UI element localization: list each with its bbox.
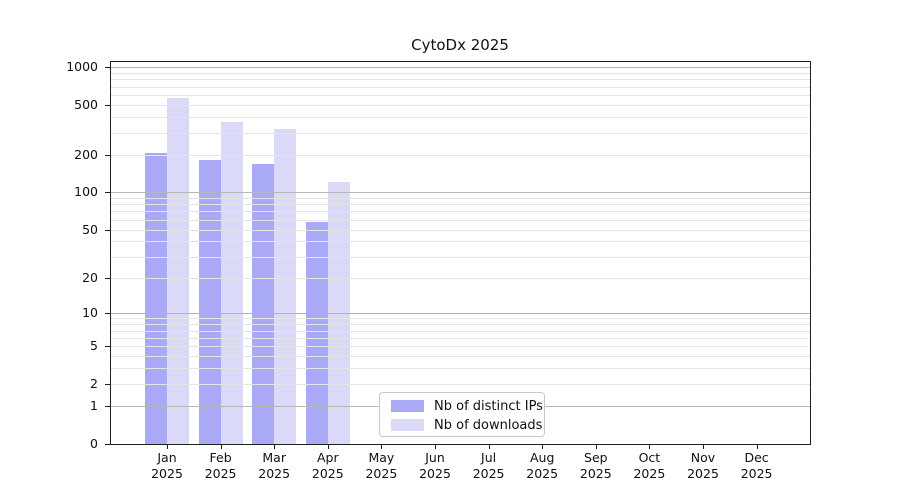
y-tick-mark-5 [105,346,110,348]
bar-distinct-ips-feb [198,160,221,444]
x-tick-mark-sep [595,445,597,449]
y-tick-mark-2 [105,384,110,386]
gridline-7 [110,330,810,332]
y-tick-label-200: 200 [74,146,98,162]
x-tick-mark-may [381,445,383,449]
x-tick-mark-feb [220,445,222,449]
gridline-70 [110,211,810,213]
x-tick-label-jul: Jul 2025 [472,450,505,481]
x-tick-label-sep: Sep 2025 [579,450,612,481]
gridline-9 [110,318,810,320]
legend-label-downloads: Nb of downloads [434,417,543,433]
top-spine [110,61,811,62]
x-tick-mark-oct [649,445,651,449]
y-tick-label-50: 50 [82,221,98,237]
y-tick-label-20: 20 [82,269,98,285]
x-tick-mark-dec [756,445,758,449]
x-tick-mark-jan [167,445,168,449]
gridline-100 [110,192,810,194]
left-spine [110,61,111,445]
x-tick-label-nov: Nov 2025 [687,450,719,481]
gridline-300 [110,132,810,134]
chart-title: CytoDx 2025 [411,36,509,54]
legend-swatch-downloads [391,419,424,431]
gridline-60 [110,219,810,221]
y-tick-mark-0 [105,444,110,445]
right-spine [810,61,811,445]
gridline-80 [110,204,810,206]
y-tick-label-0: 0 [90,436,98,451]
y-tick-mark-200 [105,154,110,156]
x-tick-mark-nov [703,445,704,449]
gridline-4 [110,356,810,358]
gridline-700 [110,86,810,88]
gridline-200 [110,154,810,156]
gridline-600 [110,94,810,96]
x-tick-mark-apr [327,445,329,449]
y-tick-mark-50 [105,229,110,231]
y-tick-mark-1 [105,406,110,408]
y-tick-label-5: 5 [90,338,98,354]
x-tick-label-oct: Oct 2025 [633,450,666,481]
bar-downloads-jan [167,98,189,444]
gridline-50 [110,229,810,231]
legend-label-distinct-ips: Nb of distinct IPs [434,398,543,414]
bar-downloads-feb [220,122,243,444]
legend: Nb of distinct IPs Nb of downloads [379,392,545,437]
y-tick-mark-1000 [105,67,110,69]
y-tick-mark-10 [105,313,110,315]
gridline-1000 [110,67,810,69]
x-tick-mark-jun [435,445,436,449]
x-tick-label-dec: Dec 2025 [740,450,773,481]
gridline-30 [110,256,810,258]
bar-distinct-ips-mar [252,164,275,444]
y-tick-label-1: 1 [90,398,98,414]
gridline-400 [110,117,810,118]
x-tick-label-jan: Jan 2025 [151,450,183,481]
y-tick-label-500: 500 [74,96,98,112]
x-tick-label-jun: Jun 2025 [419,450,451,481]
bar-distinct-ips-apr [305,221,328,444]
legend-swatch-distinct-ips [391,400,424,412]
x-tick-label-may: May 2025 [365,450,398,481]
bar-distinct-ips-jan [145,153,167,444]
x-tick-mark-aug [542,445,544,449]
gridline-5 [110,346,810,348]
y-tick-label-2: 2 [90,376,98,392]
y-tick-label-1000: 1000 [66,59,98,75]
gridline-8 [110,324,810,326]
x-tick-mark-mar [274,445,276,449]
y-tick-mark-100 [105,192,110,194]
y-tick-label-10: 10 [82,305,98,321]
x-tick-label-apr: Apr 2025 [311,450,344,481]
gridline-90 [110,197,810,199]
gridline-40 [110,241,810,243]
y-tick-label-100: 100 [74,184,98,200]
gridline-3 [110,368,810,370]
gridline-800 [110,79,810,81]
gridline-20 [110,277,810,279]
x-tick-label-aug: Aug 2025 [526,450,559,481]
legend-item-downloads: Nb of downloads [391,416,544,434]
y-tick-mark-20 [105,277,110,279]
bottom-spine [110,444,811,445]
legend-item-distinct-ips: Nb of distinct IPs [391,397,544,415]
x-tick-label-feb: Feb 2025 [204,450,237,481]
gridline-900 [110,72,810,74]
y-tick-mark-500 [105,104,110,106]
bar-downloads-mar [274,129,297,444]
gridline-2 [110,384,810,386]
gridline-10 [110,313,810,315]
plot-area [110,61,810,444]
x-tick-mark-jul [488,445,490,449]
x-tick-label-mar: Mar 2025 [258,450,291,481]
gridline-500 [110,104,810,106]
gridline-6 [110,337,810,339]
